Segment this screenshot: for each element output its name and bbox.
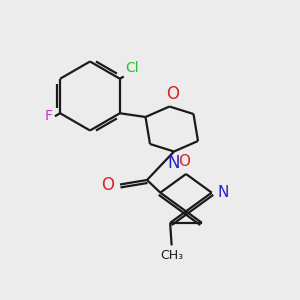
Text: O: O bbox=[178, 154, 190, 169]
Text: O: O bbox=[102, 176, 115, 194]
Text: Cl: Cl bbox=[125, 61, 139, 75]
Text: F: F bbox=[44, 109, 52, 123]
Text: O: O bbox=[166, 85, 179, 103]
Text: CH₃: CH₃ bbox=[160, 249, 183, 262]
Text: N: N bbox=[217, 185, 229, 200]
Text: N: N bbox=[168, 154, 180, 172]
